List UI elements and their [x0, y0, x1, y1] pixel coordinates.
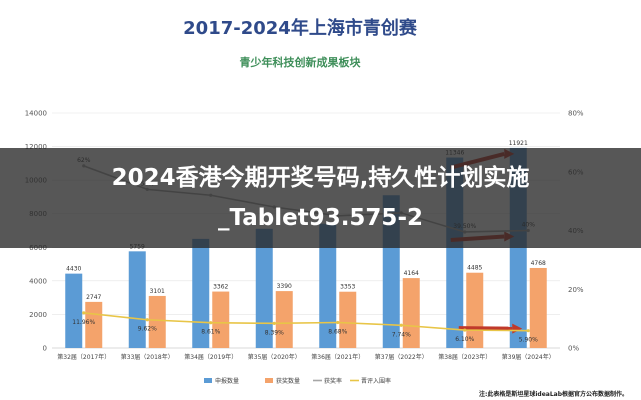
bar-value-label: 4485: [467, 265, 482, 272]
bar: [275, 291, 293, 348]
bar: [339, 291, 357, 348]
overlay-banner: 2024香港今期开奖号码,持久性计划实施 _Tablet93.575-2: [0, 148, 641, 248]
bar-value-label: 11921: [509, 140, 528, 147]
chart-title: 2017-2024年上海市青创赛: [183, 17, 418, 39]
line-value-label: 9.62%: [138, 326, 157, 333]
y-left-tick-label: 4000: [29, 277, 47, 285]
y-right-tick-label: 80%: [568, 110, 584, 118]
bar: [319, 223, 337, 348]
y-left-tick-label: 14000: [25, 110, 47, 118]
bar-value-label: 2747: [86, 294, 101, 301]
x-category-label: 第32届（2017年）: [57, 353, 110, 361]
bar-value-label: 4164: [404, 270, 419, 277]
line-point: [272, 321, 276, 325]
bar-value-label: 3353: [340, 284, 355, 291]
banner-line-2: _Tablet93.575-2: [218, 205, 423, 231]
banner-line-1: 2024香港今期开奖号码,持久性计划实施: [111, 165, 530, 191]
line-value-label: 8.39%: [265, 329, 284, 336]
legend: 申报数量 获奖数量 获奖率 晋评入围率: [204, 377, 391, 385]
bar-value-label: 3362: [213, 284, 228, 291]
bar: [255, 228, 273, 348]
bar: [402, 278, 420, 348]
line-value-label: 5.90%: [519, 337, 538, 344]
legend-swatch: [204, 378, 212, 383]
trend-arrow: [458, 326, 513, 331]
line-point: [399, 323, 403, 327]
bar: [212, 291, 230, 348]
line-value-label: 7.74%: [392, 331, 411, 338]
bar-value-label: 3390: [277, 283, 292, 290]
x-category-label: 第37届（2022年）: [375, 353, 428, 361]
x-category-label: 第34届（2019年）: [184, 353, 237, 361]
legend-label: 获奖数量: [276, 377, 300, 385]
line-point: [145, 318, 149, 322]
y-right-tick-label: 0%: [568, 345, 579, 353]
line-value-label: 8.61%: [201, 329, 220, 336]
line-value-label: 6.10%: [455, 336, 474, 343]
x-category-label: 第35届（2020年）: [248, 353, 301, 361]
legend-label: 晋评入围率: [361, 377, 391, 385]
y-left-tick-label: 2000: [29, 311, 47, 319]
line-point: [336, 320, 340, 325]
line-value-label: 8.68%: [328, 329, 347, 336]
bar: [148, 295, 166, 348]
bar: [529, 267, 547, 348]
bar-value-label: 3101: [150, 288, 165, 295]
x-category-label: 第39届（2024年）: [502, 353, 555, 361]
bar: [128, 251, 146, 348]
x-category-label: 第38届（2023年）: [438, 353, 491, 361]
bar-value-label: 4430: [66, 266, 81, 273]
legend-label: 申报数量: [215, 377, 239, 385]
bar: [192, 238, 210, 348]
line-point: [526, 329, 530, 333]
bar: [65, 273, 83, 348]
source-note: 注:此表格是斯坦星球ideaLab根据官方公布数据制作。: [479, 390, 628, 398]
legend-swatch: [265, 378, 273, 383]
x-category-label: 第33届（2018年）: [121, 353, 174, 361]
series-line: [83, 312, 529, 332]
y-right-tick-label: 20%: [568, 286, 584, 294]
line-value-label: 11.96%: [72, 319, 95, 326]
line-point: [463, 328, 467, 332]
chart-subtitle: 青少年科技创新成果板块: [240, 55, 362, 69]
legend-label: 获奖率: [324, 377, 342, 385]
y-left-tick-label: 0: [43, 345, 47, 353]
line-point: [209, 321, 213, 325]
y-left-tick-label: 12000: [25, 143, 47, 151]
bar-value-label: 4768: [531, 260, 546, 267]
line-point: [82, 311, 86, 315]
x-axis: 第32届（2017年） 第33届（2018年） 第34届（2019年） 第35届（20…: [57, 353, 554, 361]
x-category-label: 第36届（2021年）: [311, 353, 364, 361]
